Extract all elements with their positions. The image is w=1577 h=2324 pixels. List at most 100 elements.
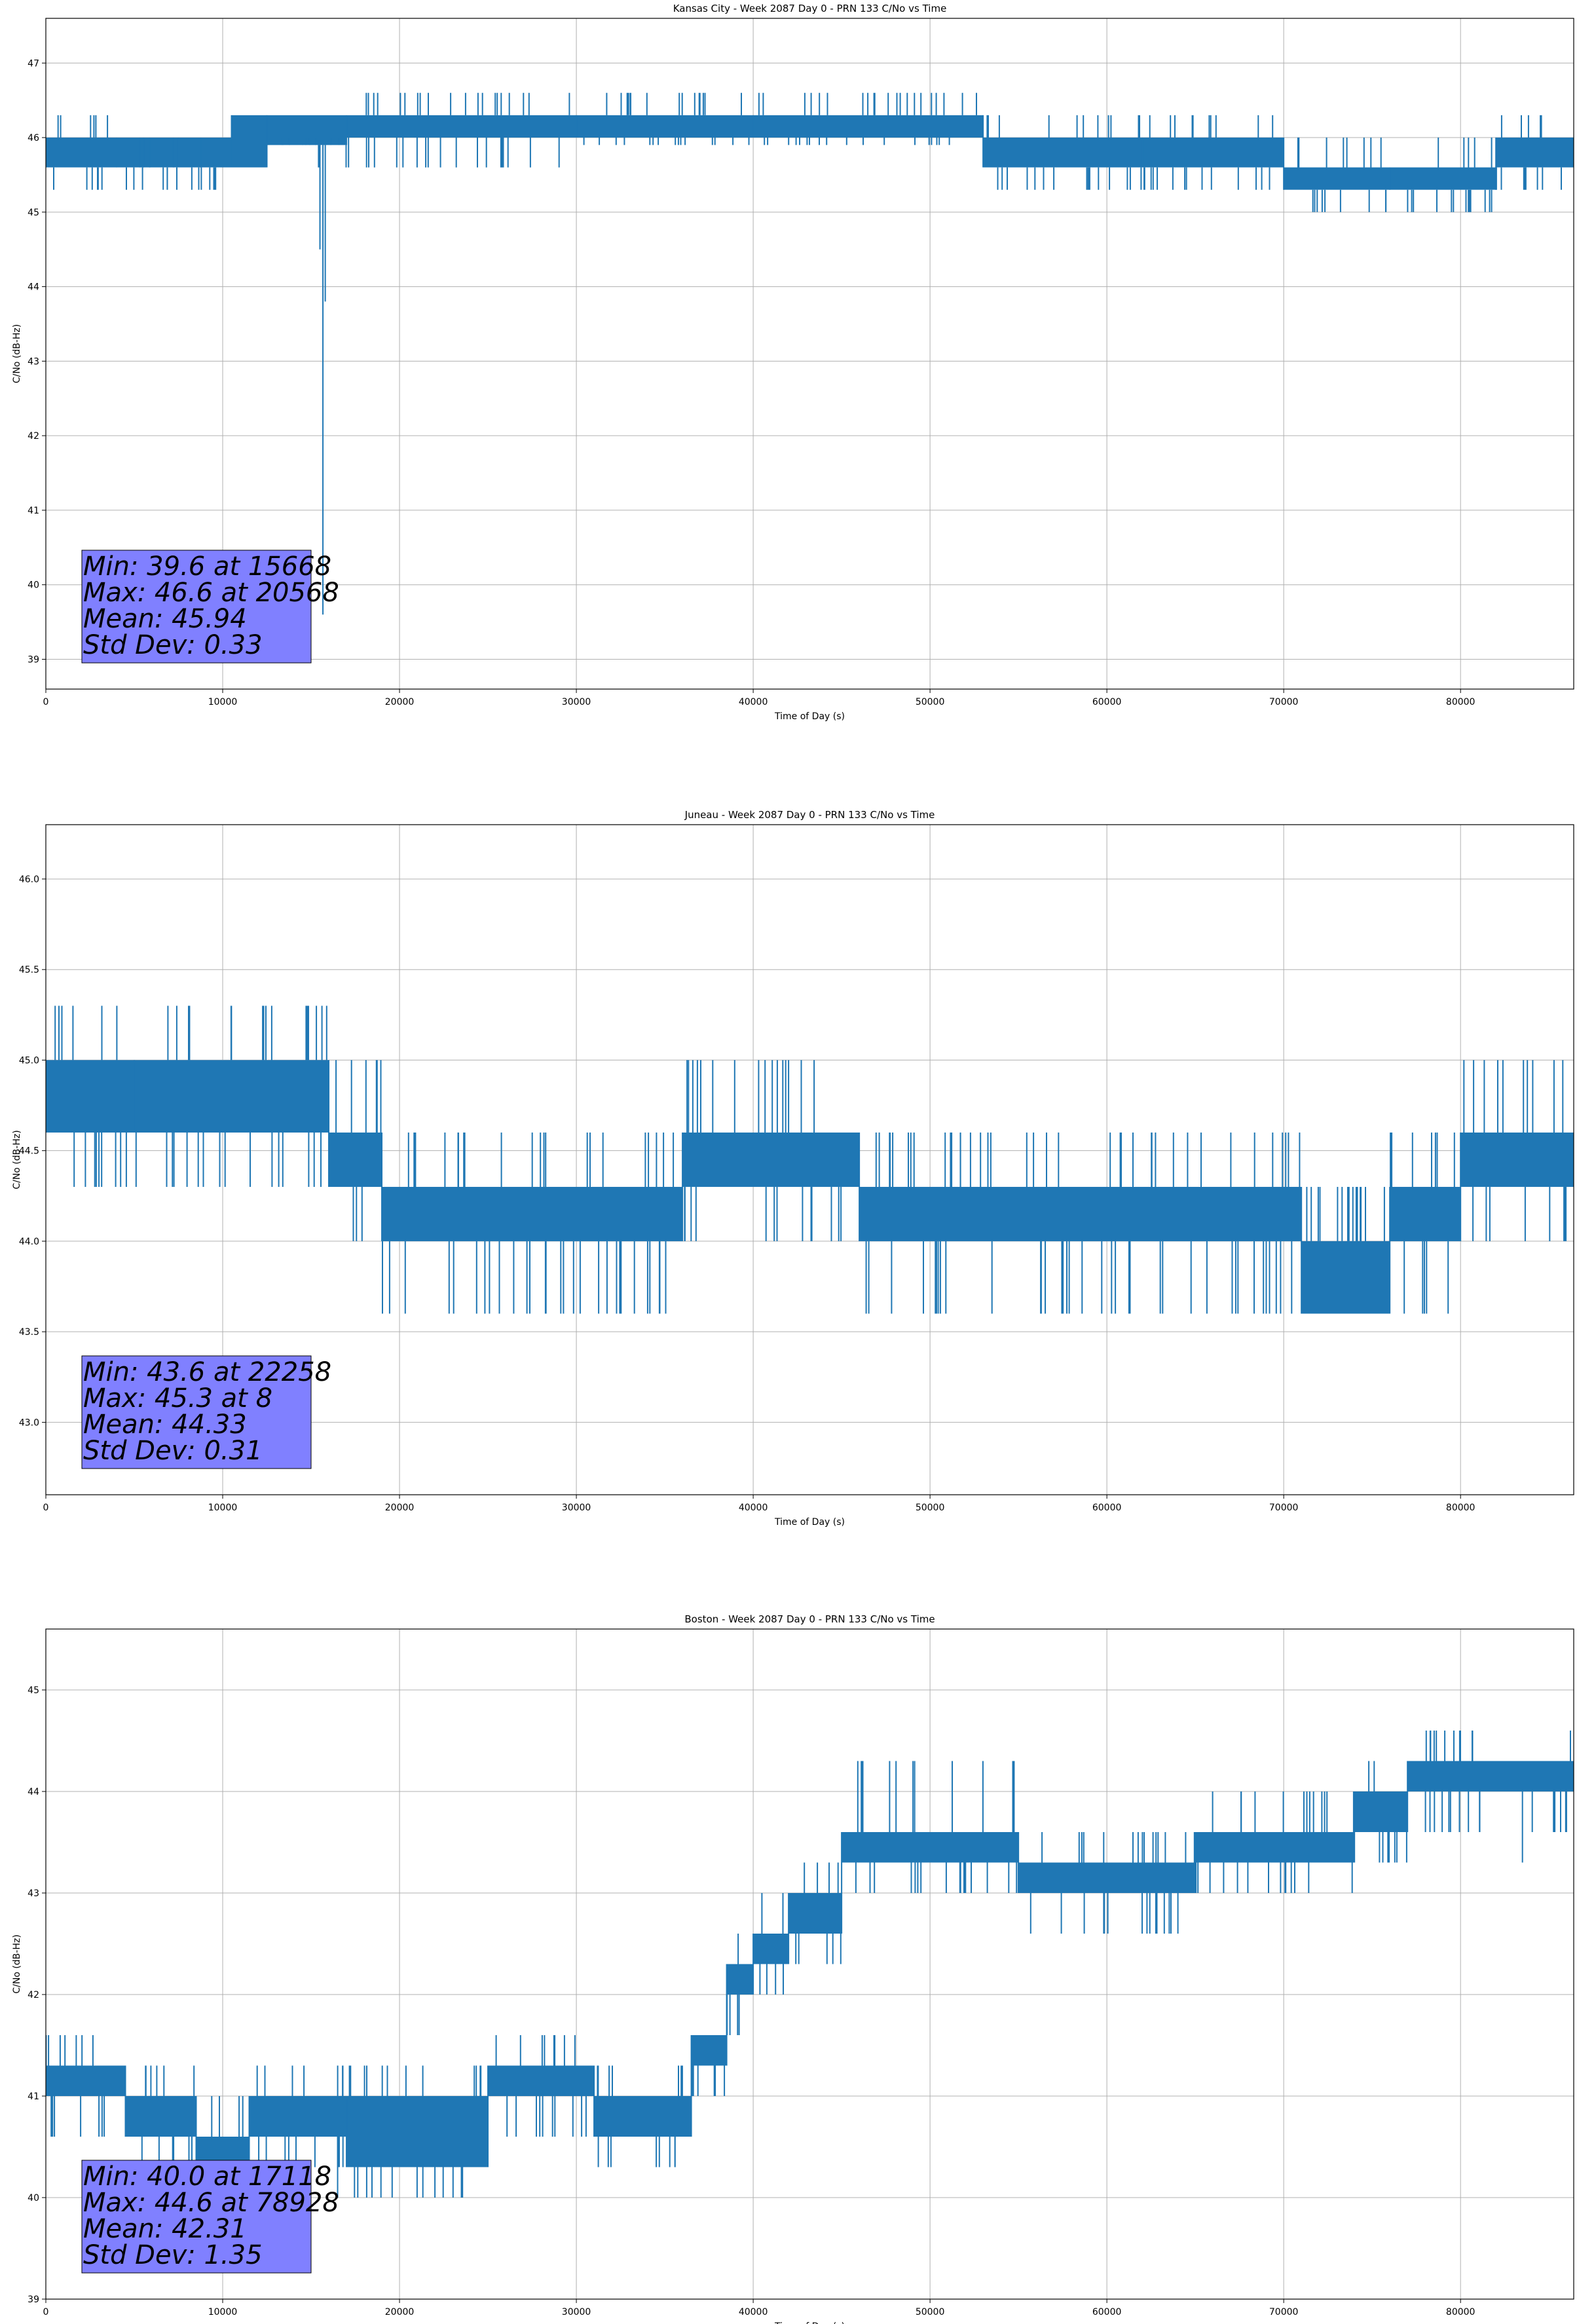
data-excursions [126,138,177,190]
plot-frame [45,1628,1574,2300]
x-axis-label: Time of Day (s) [774,1517,845,1527]
data-band [46,138,117,168]
boston-chart: 0 10000 20000 30000 40000 50000 60000 70000 8000… [12,1613,1574,2324]
y-tick-label: 44 [28,282,39,293]
data-excursions [1390,1133,1455,1314]
data-band [788,1893,842,1934]
data-band [117,138,179,168]
stats-line: Mean: 44.33 [83,1410,247,1440]
x-tick-label: 10000 [208,1503,238,1513]
data-excursions [758,92,977,145]
x-tick-label: 60000 [1092,2307,1122,2317]
data-band [46,1060,135,1133]
y-tick-label: 45.0 [19,1055,39,1066]
y-tick-label: 40 [28,580,39,591]
y-tick-label: 43.5 [19,1327,39,1338]
data-excursions [855,1761,1019,1893]
stats-line: Std Dev: 0.31 [83,1436,263,1466]
data-band [346,115,577,138]
y-tick-label: 43 [28,1888,39,1899]
stats-line: Min: 40.0 at 17118 [83,2162,331,2192]
x-tick-label: 40000 [739,2307,768,2317]
y-tick-label: 47 [28,58,39,69]
data-band [576,115,754,138]
data-excursions [865,1133,1301,1314]
data-excursions [191,138,217,190]
data-band [682,1133,860,1187]
data-excursions [1424,1731,1571,1832]
y-tick-label: 45 [28,1685,39,1696]
plot-frame [45,18,1574,690]
stats-box [81,550,312,664]
x-tick-label: 10000 [208,2307,238,2317]
stats-line: Std Dev: 0.33 [83,630,263,660]
x-tick-label: 60000 [1092,697,1122,707]
data-excursions [53,115,109,190]
x-tick-label: 0 [43,1503,49,1513]
y-tick-label: 44.0 [19,1237,39,1247]
chart-title: Juneau - Week 2087 Day 0 - PRN 133 C/No … [684,809,935,821]
data-excursions [692,2065,726,2096]
data-band [1496,138,1574,168]
y-tick-label: 41 [28,506,39,516]
data-excursions [597,2065,683,2167]
x-tick-label: 40000 [739,697,768,707]
x-tick-label: 50000 [916,1503,945,1513]
data-band [1390,1186,1461,1241]
x-tick-label: 30000 [562,1503,591,1513]
data-band [249,2096,347,2137]
data-excursions [348,2065,482,2198]
data-band [1390,167,1496,190]
y-tick-label: 39 [28,2295,39,2305]
data-excursions [335,1060,382,1241]
data-band [753,1934,789,1964]
data-excursions [54,1005,127,1187]
data-band [726,1964,754,1995]
y-tick-label: 44 [28,1787,39,1797]
y-tick-label: 42 [28,431,39,441]
kansas-city-chart: 0 10000 20000 30000 40000 50000 60000 70000 8000… [12,3,1574,722]
data-excursions [986,115,1142,190]
y-tick-label: 44.5 [19,1146,39,1157]
series-line [46,1731,1574,2198]
x-tick-label: 40000 [739,1503,768,1513]
stats-box [81,2160,312,2274]
data-excursions [382,1133,675,1314]
data-excursions [1463,1060,1567,1241]
data-excursions [1297,138,1387,212]
y-axis-label: C/No (dB-Hz) [12,1130,22,1189]
x-tick-label: 20000 [385,2307,415,2317]
x-tick-label: 60000 [1092,1503,1122,1513]
data-excursions [495,2035,587,2137]
data-excursions [135,1005,327,1187]
y-tick-label: 43 [28,356,39,367]
chart-title: Boston - Week 2087 Day 0 - PRN 133 C/No … [684,1613,935,1625]
data-excursions [1407,138,1493,212]
x-tick-label: 80000 [1446,2307,1475,2317]
x-tick-label: 80000 [1446,1503,1475,1513]
y-tick-label: 40 [28,2193,39,2203]
data-band [842,1832,1019,1863]
data-band [1354,1791,1408,1832]
data-band [983,138,1143,168]
juneau-chart: 0 10000 20000 30000 40000 50000 60000 70000 8000… [12,809,1574,1527]
stats-line: Max: 44.6 at 78928 [83,2188,339,2218]
chart-title: Kansas City - Week 2087 Day 0 - PRN 133 … [673,3,947,14]
y-tick-label: 42 [28,1990,39,2000]
data-band [1195,1832,1355,1863]
data-excursions [348,92,570,168]
stats-line: Max: 46.6 at 20568 [83,578,339,608]
data-band [1018,1862,1196,1893]
data-excursions [583,92,750,145]
data-band [382,1186,683,1241]
series-line [46,92,1574,615]
x-tick-label: 80000 [1446,697,1475,707]
y-tick-label: 43.0 [19,1417,39,1428]
data-excursions [795,1862,842,1964]
x-tick-label: 10000 [208,697,238,707]
data-excursions [1143,115,1274,190]
data-band [134,1060,329,1133]
data-excursions [684,1060,842,1241]
x-tick-label: 70000 [1269,1503,1299,1513]
data-excursions [141,2065,195,2167]
